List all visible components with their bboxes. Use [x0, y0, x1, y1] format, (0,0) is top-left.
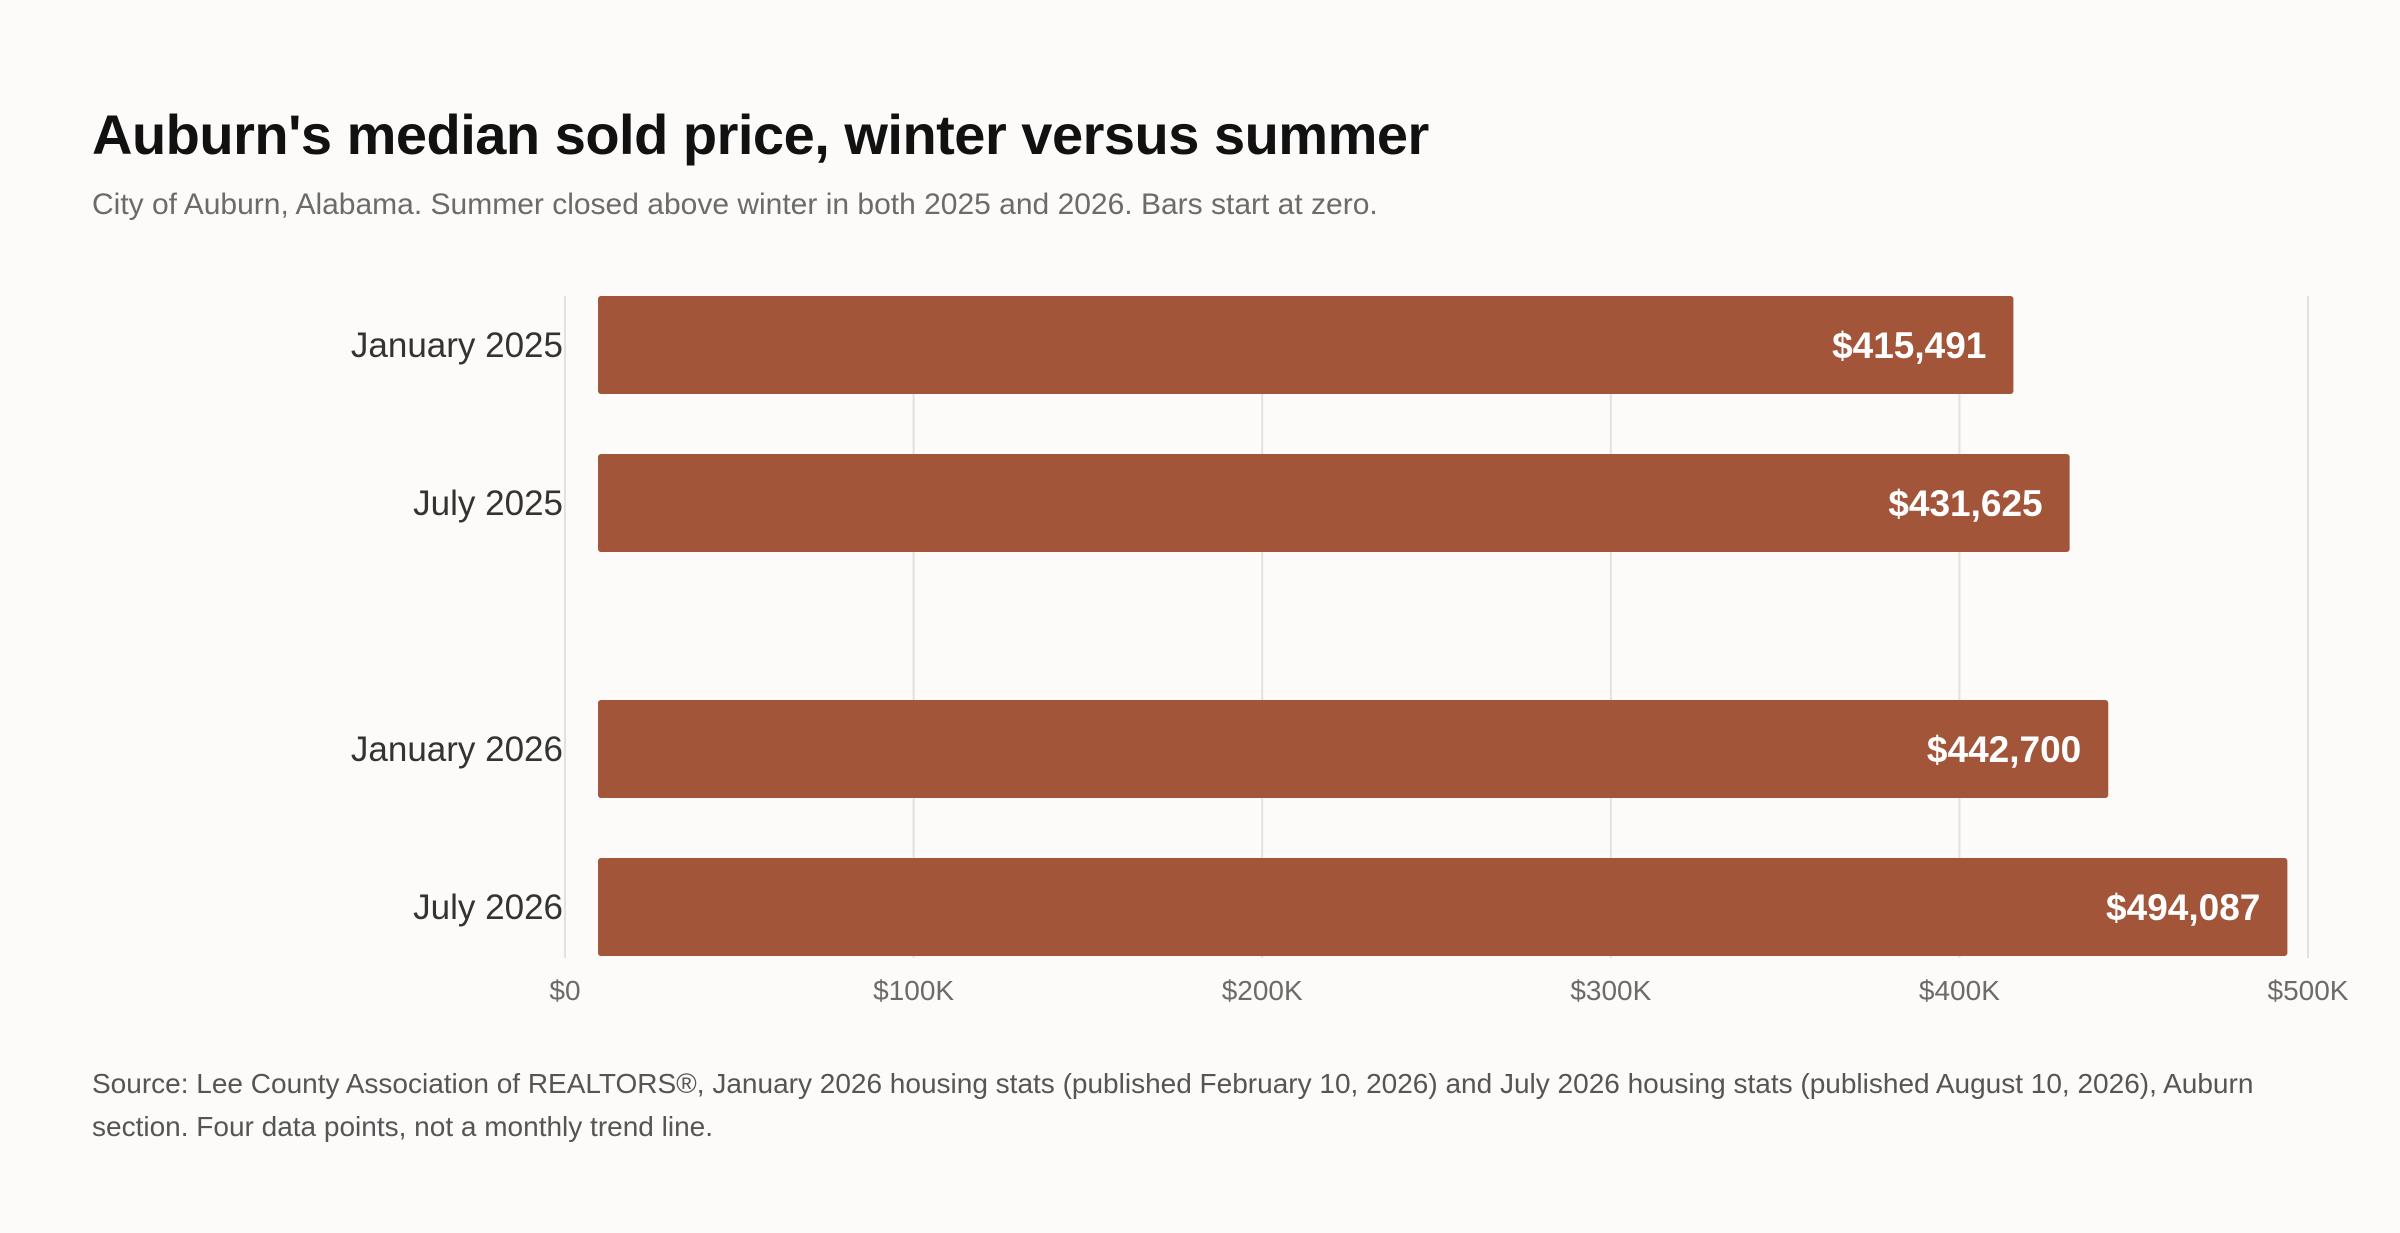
category-labels: January 2025 July 2025 January 2026 July 20…	[351, 326, 563, 927]
grid-lines	[564, 296, 2309, 958]
category-label: January 2025	[351, 326, 563, 365]
bar	[598, 858, 2288, 956]
category-label: July 2025	[413, 484, 563, 523]
x-tick-label: $0	[549, 975, 580, 1006]
bar	[598, 296, 2014, 394]
x-axis-tick-labels: $0 $100K $200K $300K $400K $500K	[549, 975, 2348, 1006]
x-tick-label: $100K	[873, 975, 954, 1006]
chart-title: Auburn's median sold price, winter versu…	[92, 103, 1429, 166]
x-tick-label: $300K	[1570, 975, 1651, 1006]
x-tick-label: $200K	[1222, 975, 1303, 1006]
x-tick-label: $400K	[1919, 975, 2000, 1006]
category-label: July 2026	[413, 888, 563, 927]
source-note: Source: Lee County Association of REALTO…	[92, 1068, 2254, 1142]
bar-value-label: $415,491	[1832, 325, 1986, 366]
chart-subtitle: City of Auburn, Alabama. Summer closed a…	[92, 188, 1378, 221]
bar-chart: $415,491 $431,625 $442,700 $494,087 January…	[351, 296, 2349, 1006]
bars: $415,491 $431,625 $442,700 $494,087	[598, 296, 2288, 956]
bar	[598, 454, 2070, 552]
category-label: January 2026	[351, 730, 563, 769]
bar-value-label: $431,625	[1888, 483, 2042, 524]
x-tick-label: $500K	[2268, 975, 2349, 1006]
bar-value-label: $442,700	[1927, 729, 2081, 770]
bar-value-label: $494,087	[2106, 887, 2260, 928]
bar	[598, 700, 2109, 798]
